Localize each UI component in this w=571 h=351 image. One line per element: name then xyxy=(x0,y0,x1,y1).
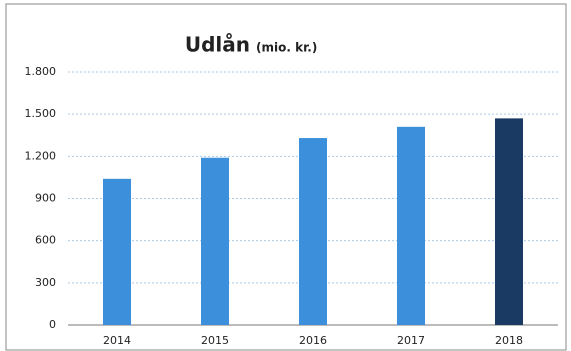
chart-title: Udlån xyxy=(185,33,250,57)
y-tick-label: 1.200 xyxy=(25,149,57,162)
x-tick-label: 2016 xyxy=(299,334,327,347)
x-tick-label: 2017 xyxy=(397,334,425,347)
bar xyxy=(397,126,425,325)
y-tick-label: 300 xyxy=(35,276,56,289)
x-tick-label: 2015 xyxy=(201,334,229,347)
bar xyxy=(299,138,327,325)
chart-subtitle: (mio. kr.) xyxy=(256,41,317,55)
y-tick-label: 600 xyxy=(35,234,56,247)
y-tick-label: 900 xyxy=(35,192,56,205)
bar xyxy=(103,178,131,325)
y-tick-label: 0 xyxy=(49,318,56,331)
y-tick-label: 1.800 xyxy=(25,65,57,78)
bar xyxy=(201,157,229,325)
chart-frame xyxy=(5,3,567,351)
y-tick-label: 1.500 xyxy=(25,107,57,120)
x-tick-label: 2014 xyxy=(103,334,131,347)
bar xyxy=(495,118,523,325)
x-tick-label: 2018 xyxy=(495,334,523,347)
